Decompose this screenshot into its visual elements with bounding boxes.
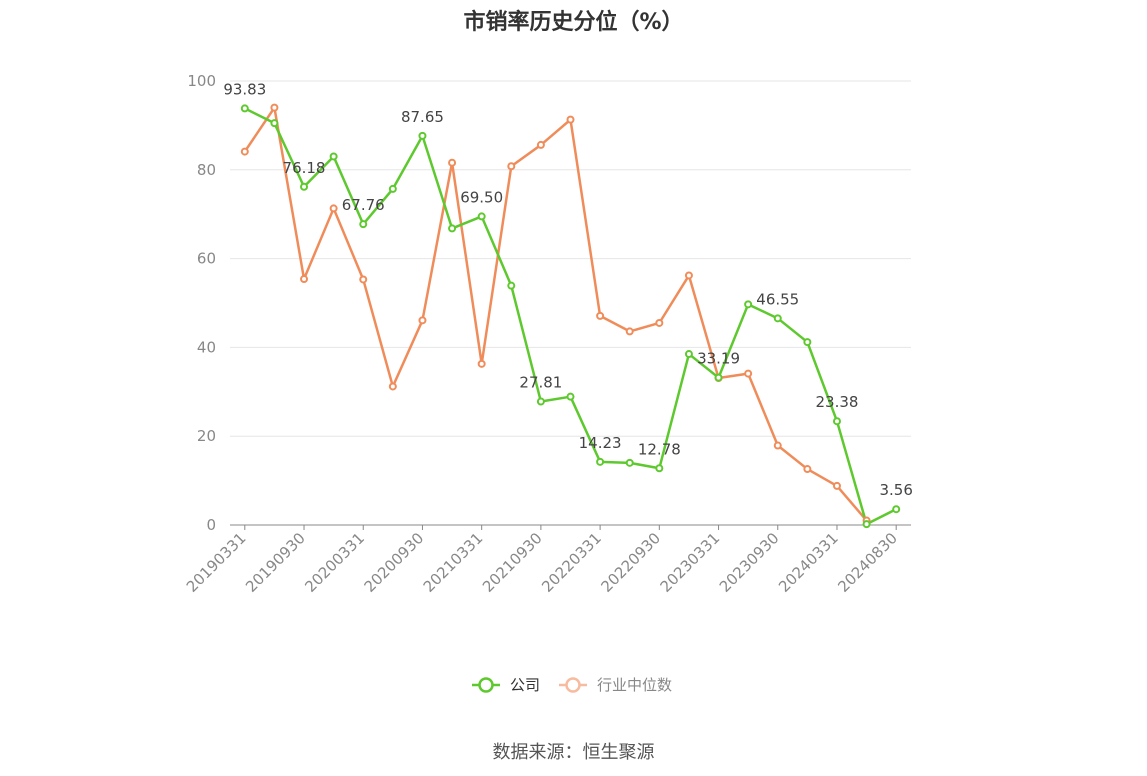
- chart-title: 市销率历史分位（%）: [463, 10, 684, 35]
- data-label: 14.23: [579, 434, 622, 452]
- y-tick-label: 20: [197, 427, 216, 445]
- data-labels: 93.83 76.18 67.76 87.65 69.50 27.81 14.23 12.78…: [223, 80, 913, 499]
- x-axis: 2019033120190930202003312020093020210331…: [183, 524, 911, 596]
- data-point: [773, 314, 782, 323]
- data-point: [329, 204, 338, 213]
- data-label: 33.19: [697, 350, 740, 368]
- data-point: [270, 119, 279, 128]
- x-tick-label: 20210930: [479, 529, 546, 596]
- data-point: [744, 300, 753, 309]
- legend-label: 行业中位数: [597, 676, 672, 694]
- data-point: [714, 373, 723, 382]
- data-point: [566, 392, 575, 401]
- data-point: [388, 382, 397, 391]
- data-point: [477, 359, 486, 368]
- data-label: 67.76: [342, 196, 385, 214]
- data-point: [625, 327, 634, 336]
- data-label: 87.65: [401, 108, 444, 126]
- x-tick-label: 20190930: [242, 529, 309, 596]
- data-label: 3.56: [879, 481, 912, 499]
- data-point: [300, 182, 309, 191]
- x-tick-label: 20240830: [834, 529, 901, 596]
- data-label: 23.38: [816, 393, 859, 411]
- data-point: [832, 481, 841, 490]
- data-point: [418, 316, 427, 325]
- data-point: [803, 338, 812, 347]
- data-point: [536, 397, 545, 406]
- x-tick-label: 20200930: [361, 529, 428, 596]
- y-tick-label: 100: [187, 72, 216, 90]
- y-tick-label: 60: [197, 250, 216, 268]
- legend-marker: [478, 677, 494, 693]
- data-point: [300, 275, 309, 284]
- legend-label: 公司: [510, 676, 540, 694]
- data-point: [359, 275, 368, 284]
- x-tick-label: 20220930: [597, 529, 664, 596]
- data-point: [773, 441, 782, 450]
- data-point: [684, 271, 693, 280]
- data-point: [566, 115, 575, 124]
- data-label: 46.55: [756, 290, 799, 308]
- data-point: [270, 103, 279, 112]
- data-point: [507, 281, 516, 290]
- legend: 公司 行业中位数: [472, 676, 672, 694]
- x-tick-label: 20220331: [538, 529, 605, 596]
- data-point: [240, 104, 249, 113]
- x-tick-label: 20230930: [716, 529, 783, 596]
- data-point: [832, 417, 841, 426]
- data-point: [655, 464, 664, 473]
- grid-lines: [230, 80, 911, 437]
- data-point: [359, 220, 368, 229]
- data-point: [329, 152, 338, 161]
- data-point: [892, 505, 901, 514]
- legend-marker: [565, 677, 581, 693]
- data-point: [507, 162, 516, 171]
- series-points: [240, 103, 901, 529]
- x-tick-label: 20230331: [657, 529, 724, 596]
- data-point: [655, 318, 664, 327]
- y-tick-label: 0: [206, 516, 216, 534]
- x-tick-label: 20200331: [301, 529, 368, 596]
- data-point: [448, 158, 457, 167]
- x-tick-label: 20210331: [420, 529, 487, 596]
- legend-item-0[interactable]: 公司: [472, 676, 540, 694]
- data-point: [477, 212, 486, 221]
- data-label: 27.81: [519, 374, 562, 392]
- data-source: 数据来源：恒生聚源: [492, 742, 655, 763]
- data-point: [388, 184, 397, 193]
- legend-item-1[interactable]: 行业中位数: [559, 676, 672, 694]
- data-point: [862, 520, 871, 529]
- data-point: [596, 457, 605, 466]
- data-point: [596, 311, 605, 320]
- data-point: [536, 140, 545, 149]
- data-point: [803, 465, 812, 474]
- y-tick-label: 40: [197, 338, 216, 356]
- x-tick-label: 20190331: [183, 529, 250, 596]
- data-point: [448, 224, 457, 233]
- data-point: [684, 350, 693, 359]
- y-axis-ticks: 0 20 40 60 80 100: [187, 72, 216, 534]
- data-label: 69.50: [460, 188, 503, 206]
- data-point: [625, 458, 634, 467]
- data-point: [240, 147, 249, 156]
- data-label: 76.18: [283, 159, 326, 177]
- data-label: 93.83: [223, 80, 266, 98]
- x-tick-label: 20240331: [775, 529, 842, 596]
- y-tick-label: 80: [197, 161, 216, 179]
- series-line-1: [243, 106, 868, 522]
- data-point: [744, 369, 753, 378]
- data-point: [418, 131, 427, 140]
- data-label: 12.78: [638, 440, 681, 458]
